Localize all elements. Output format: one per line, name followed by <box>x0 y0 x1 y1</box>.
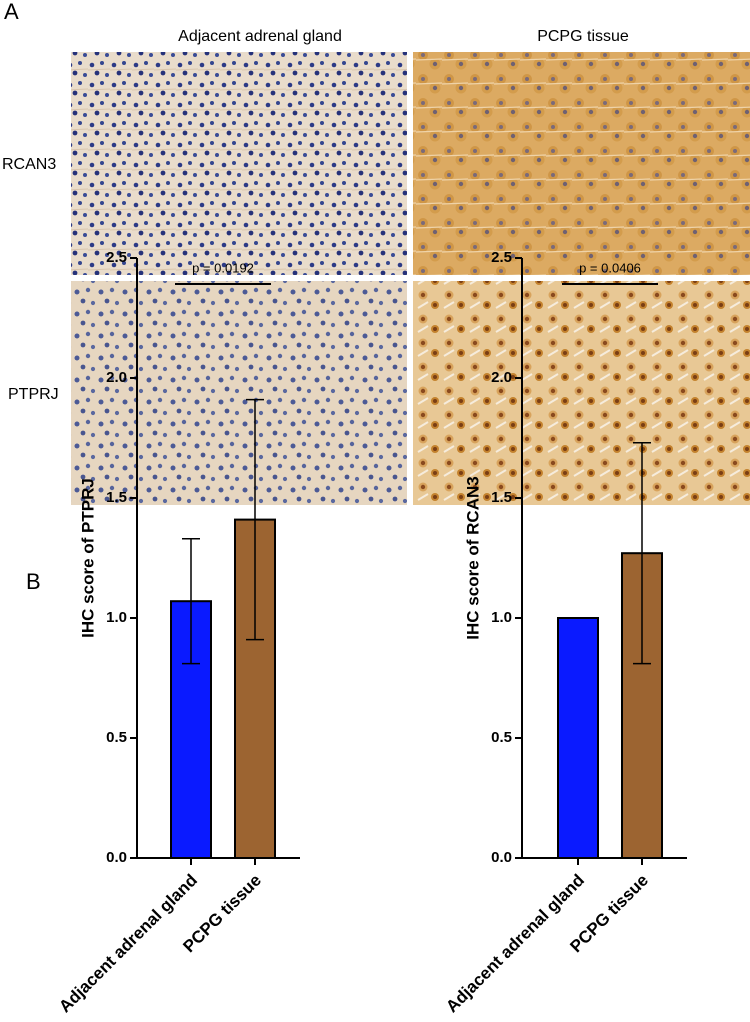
y-tick-label: 2.0 <box>491 369 512 386</box>
y-tick-label: 1.5 <box>106 489 127 506</box>
micrograph <box>413 52 750 275</box>
error-bar <box>182 538 200 665</box>
micrograph <box>413 281 750 505</box>
error-bar <box>633 442 651 665</box>
y-axis-label: IHC score of RCAN3 <box>463 476 482 639</box>
y-tick-label: 2.5 <box>106 249 127 266</box>
column-header: PCPG tissue <box>537 28 629 45</box>
row-label: PTPRJ <box>8 386 59 403</box>
y-tick-label: 0.5 <box>106 729 127 746</box>
annotation: p = 0.0406 <box>579 260 641 275</box>
annotation: p = 0.0192 <box>192 260 254 275</box>
y-tick-label: 1.0 <box>491 609 512 626</box>
error-bar <box>246 398 264 641</box>
y-axis-label: IHC score of PTPRJ <box>78 478 97 638</box>
y-tick-label: 0.0 <box>106 849 127 866</box>
micrograph <box>71 281 407 505</box>
column-header: Adjacent adrenal gland <box>178 28 342 45</box>
y-tick-label: 2.5 <box>491 249 512 266</box>
y-tick-label: 0.0 <box>491 849 512 866</box>
micrograph <box>71 52 407 275</box>
panel-label: A <box>4 0 19 24</box>
y-tick-label: 1.5 <box>491 489 512 506</box>
y-tick-label: 1.0 <box>106 609 127 626</box>
panel-label: B <box>26 569 41 594</box>
bar <box>557 617 599 859</box>
row-label: RCAN3 <box>2 156 56 173</box>
y-tick-label: 0.5 <box>491 729 512 746</box>
y-tick-label: 2.0 <box>106 369 127 386</box>
